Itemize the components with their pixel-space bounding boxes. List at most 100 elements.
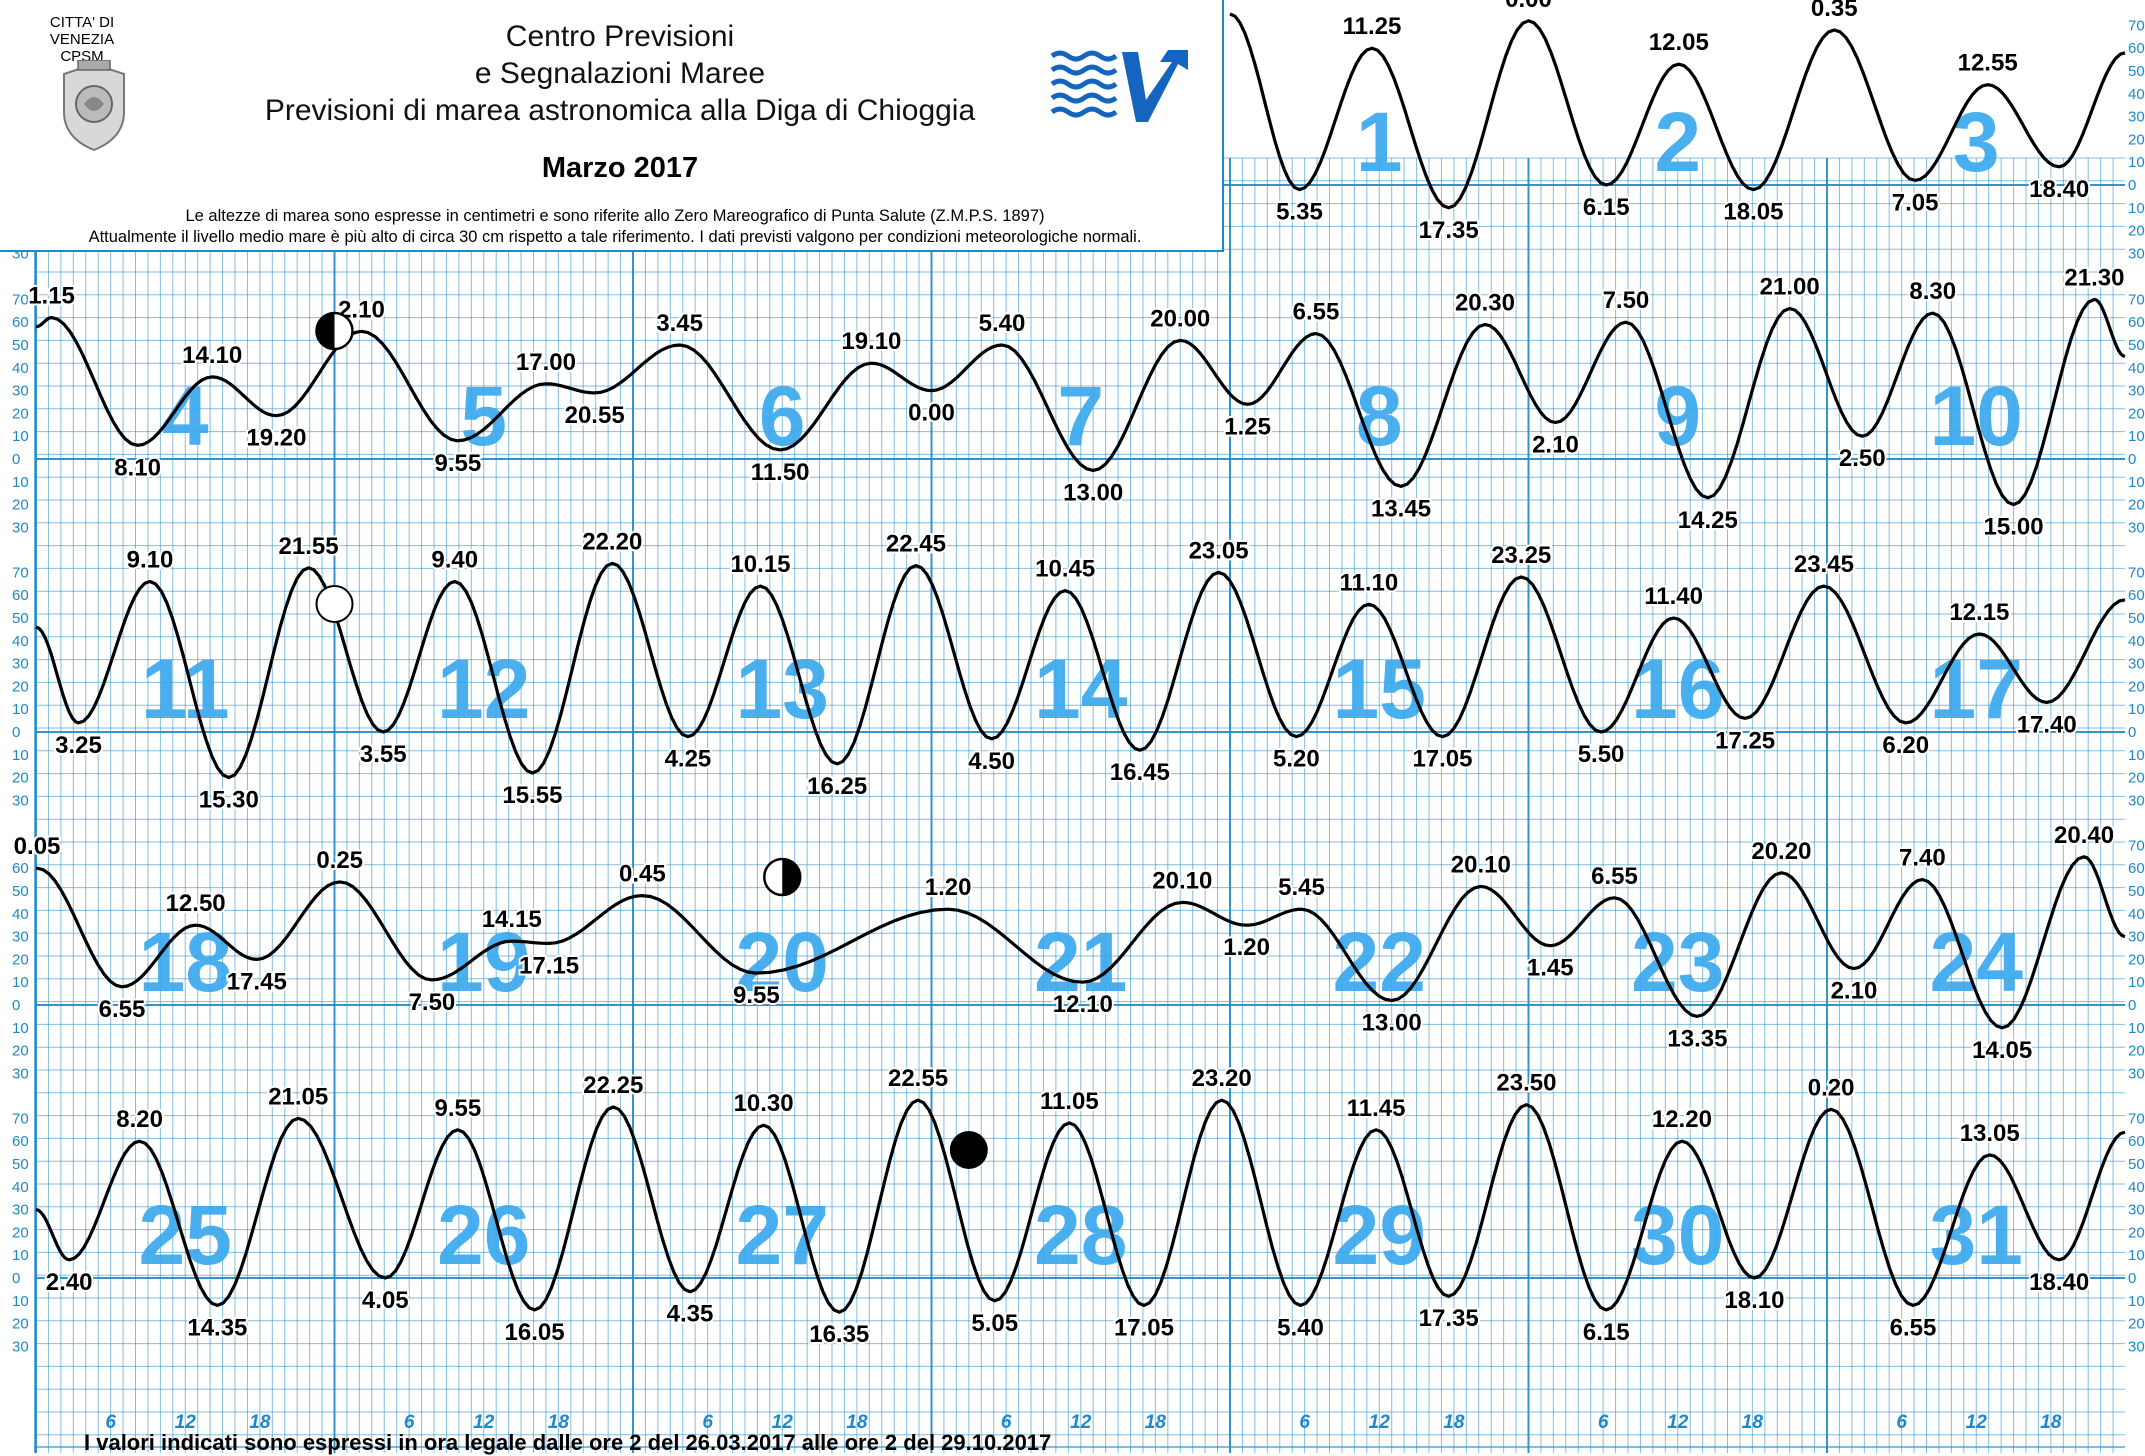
extreme-time-label: 16.05	[505, 1319, 565, 1346]
cpsm-logo-icon	[1050, 50, 1188, 122]
extreme-time-label: 13.05	[1960, 1120, 2020, 1147]
y-tick-label-right: 50	[2128, 1156, 2145, 1173]
day-number: 8	[1356, 369, 1403, 463]
hour-tick-label: 6	[702, 1412, 713, 1433]
y-tick-label-left: 10	[12, 701, 29, 718]
last-quarter-moon-icon	[782, 859, 801, 895]
reference-note: Le altezze di marea sono espresse in cen…	[10, 206, 1220, 248]
hour-tick-label: 6	[1001, 1412, 1012, 1433]
extreme-time-label: 5.40	[979, 310, 1026, 337]
extreme-time-label: 0.25	[316, 847, 363, 874]
y-tick-label-left: 40	[12, 360, 29, 377]
extreme-time-label: 21.05	[268, 1083, 328, 1110]
y-tick-label-left: 70	[12, 1110, 29, 1127]
y-tick-label-left: 10	[12, 428, 29, 445]
extreme-time-label: 23.25	[1491, 542, 1551, 569]
y-tick-label-left: 10	[12, 974, 29, 991]
extreme-time-label: 22.20	[582, 528, 642, 555]
extreme-time-label: 17.45	[227, 968, 287, 995]
extreme-time-label: 1.15	[28, 283, 75, 310]
extreme-time-label: 2.50	[1839, 445, 1886, 472]
extreme-time-label: 9.55	[434, 1095, 481, 1122]
y-tick-label-right: 0	[2128, 1270, 2136, 1287]
extreme-time-label: 1.20	[1223, 934, 1270, 961]
extreme-time-label: 2.10	[338, 296, 385, 323]
y-tick-label-left: 10	[12, 747, 29, 764]
extreme-time-label: 10.15	[730, 551, 790, 578]
y-tick-label-right: 70	[2128, 564, 2145, 581]
extreme-time-label: 12.20	[1652, 1106, 1712, 1133]
extreme-time-label: 12.55	[1958, 50, 2018, 77]
day-number: 29	[1333, 1188, 1426, 1282]
y-tick-label-left: 40	[12, 1179, 29, 1196]
extreme-time-label: 6.55	[1890, 1314, 1937, 1341]
y-tick-label-right: 10	[2128, 974, 2145, 991]
extreme-time-label: 14.10	[182, 342, 242, 369]
day-number: 6	[759, 369, 806, 463]
extreme-time-label: 3.25	[55, 732, 102, 759]
hour-tick-label: 18	[1742, 1412, 1764, 1433]
extreme-time-label: 16.25	[807, 773, 867, 800]
y-tick-label-left: 60	[12, 587, 29, 604]
extreme-time-label: 11.50	[751, 459, 810, 486]
y-tick-label-right: 50	[2128, 883, 2145, 900]
extreme-time-label: 19.10	[841, 328, 901, 355]
hour-tick-label: 12	[772, 1412, 794, 1433]
day-number: 12	[437, 642, 530, 736]
extreme-time-label: 13.00	[1362, 1009, 1422, 1036]
y-tick-label-left: 20	[12, 770, 29, 787]
y-tick-label-left: 60	[12, 314, 29, 331]
y-tick-label-right: 10	[2128, 200, 2145, 217]
y-tick-label-right: 0	[2128, 997, 2136, 1014]
y-tick-label-right: 30	[2128, 1202, 2145, 1219]
y-tick-label-right: 30	[2128, 383, 2145, 400]
tide-curve	[35, 561, 2126, 780]
extreme-time-label: 20.20	[1751, 838, 1811, 865]
y-tick-label-right: 0	[2128, 177, 2136, 194]
extreme-time-label: 17.35	[1419, 217, 1479, 244]
y-tick-label-right: 60	[2128, 860, 2145, 877]
y-tick-label-left: 20	[12, 497, 29, 514]
title-line-2: e Segnalazioni Maree	[474, 57, 766, 90]
y-tick-label-right: 20	[2128, 1224, 2145, 1241]
extreme-time-label: 7.40	[1899, 845, 1946, 872]
day-number: 25	[139, 1188, 232, 1282]
y-tick-label-left: 70	[12, 291, 29, 308]
extreme-time-label: 4.35	[667, 1301, 714, 1328]
extreme-time-label: 0.05	[14, 833, 61, 860]
extreme-time-label: 3.55	[360, 741, 407, 768]
y-tick-label-right: 30	[2128, 519, 2145, 536]
grid-lines	[34, 157, 2125, 1453]
extreme-time-label: 10.45	[1035, 556, 1095, 583]
extreme-time-label: 6.20	[1882, 732, 1929, 759]
city-label: CITTA' DI VENEZIA CPSM	[22, 14, 142, 65]
extreme-time-label: 7.50	[1603, 287, 1650, 314]
y-tick-label-right: 40	[2128, 86, 2145, 103]
extreme-time-label: 9.55	[733, 982, 780, 1009]
extreme-time-label: 9.55	[434, 450, 481, 477]
hour-tick-label: 12	[473, 1412, 495, 1433]
extreme-time-label: 20.10	[1152, 867, 1212, 894]
extreme-time-label: 6.55	[1591, 863, 1638, 890]
extreme-time-label: 13.00	[1063, 479, 1123, 506]
hour-tick-label: 12	[1369, 1412, 1391, 1433]
y-tick-label-right: 0	[2128, 451, 2136, 468]
y-tick-label-left: 20	[12, 1043, 29, 1060]
extreme-time-label: 6.15	[1583, 1319, 1630, 1346]
y-tick-label-left: 70	[12, 837, 29, 854]
extreme-time-label: 17.05	[1114, 1314, 1174, 1341]
extreme-time-label: 17.25	[1715, 727, 1775, 754]
extreme-time-label: 17.05	[1412, 746, 1472, 773]
hour-tick-label: 6	[105, 1412, 116, 1433]
y-tick-label-left: 20	[12, 405, 29, 422]
y-tick-label-left: 20	[12, 1316, 29, 1333]
tide-curve	[35, 1098, 2126, 1314]
extreme-time-label: 0.20	[1808, 1074, 1855, 1101]
y-tick-label-right: 30	[2128, 1065, 2145, 1082]
month-title: Marzo 2017	[541, 152, 699, 184]
extreme-time-label: 15.30	[199, 787, 259, 814]
extreme-time-label: 7.50	[409, 989, 456, 1016]
day-number: 17	[1930, 642, 2023, 736]
extreme-time-label: 12.15	[1949, 599, 2009, 626]
